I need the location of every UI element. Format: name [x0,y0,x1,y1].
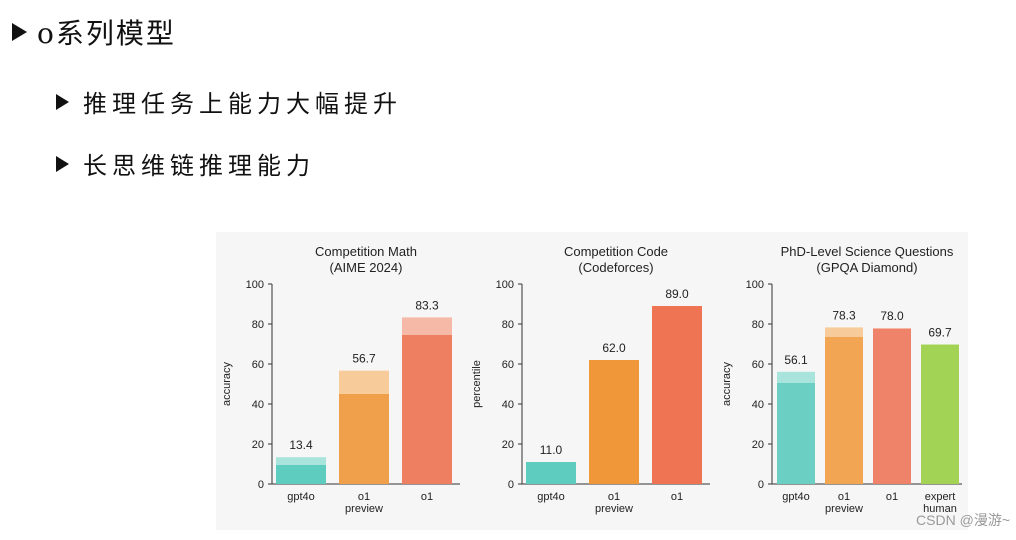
x-tick-label: o1 [358,491,370,503]
y-axis-label: accuracy [721,361,733,406]
arrow-bullet-icon [12,23,27,41]
x-tick-label: preview [595,503,633,515]
bullet-text: 长思维链推理能力 [83,152,315,180]
x-tick-label: o1 [671,491,683,503]
x-tick-label: o1 [608,491,620,503]
bar-value-label: 83.3 [415,298,439,312]
y-tick-label: 60 [502,359,514,371]
bar-value-label: 62.0 [602,341,626,355]
y-tick-label: 40 [252,399,264,411]
y-tick-label: 100 [246,279,264,291]
y-tick-label: 100 [496,279,514,291]
x-tick-label: human [923,503,957,515]
bar [652,306,702,484]
bar-value-label: 78.3 [832,308,856,322]
bar [402,335,452,484]
x-tick-label: gpt4o [537,491,565,503]
y-tick-label: 80 [252,319,264,331]
y-tick-label: 20 [752,439,764,451]
bar-value-label: 11.0 [540,443,563,457]
y-tick-label: 40 [752,399,764,411]
arrow-bullet-icon [56,155,69,172]
bar-value-label: 13.4 [289,438,313,452]
bar [873,329,911,484]
chart-title: PhD-Level Science Questions [781,244,954,259]
bar-value-label: 78.0 [880,309,904,323]
y-tick-label: 20 [502,439,514,451]
y-tick-label: 100 [746,279,764,291]
watermark: CSDN @漫游~ [916,512,1010,528]
bar [825,337,863,484]
chart-title: Competition Code [564,244,668,259]
bar [339,394,389,484]
bullet-item: 推理任务上能力大幅提升 [56,84,402,119]
y-axis-label: accuracy [221,361,233,406]
arrow-bullet-icon [56,93,69,110]
bar [777,383,815,484]
charts-panel: Competition Math (AIME 2024) 0 20 40 60 80 100 a… [216,232,968,530]
bar-value-label: 56.1 [784,353,808,367]
bar [276,465,326,484]
bar [921,344,959,484]
bar [589,360,639,484]
slide-title-text: o系列模型 [37,17,176,50]
bullet-text: 推理任务上能力大幅提升 [83,90,402,118]
x-tick-label: preview [825,503,863,515]
y-tick-label: 0 [758,479,764,491]
y-tick-label: 80 [502,319,514,331]
bar-value-label: 69.7 [928,326,952,340]
y-axis-label: percentile [471,360,483,408]
chart-subtitle: (Codeforces) [578,260,653,275]
bullet-item: 长思维链推理能力 [56,146,315,181]
y-tick-label: 40 [502,399,514,411]
x-tick-label: expert [925,491,956,503]
y-tick-label: 60 [252,359,264,371]
x-tick-label: o1 [421,491,433,503]
y-tick-label: 0 [508,479,514,491]
slide-title: o系列模型 [12,12,176,52]
y-tick-label: 20 [252,439,264,451]
chart-subtitle: (AIME 2024) [330,260,403,275]
charts-svg: Competition Math(AIME 2024) 0 20 40 60 80 100 a… [221,244,962,515]
x-tick-label: o1 [838,491,850,503]
y-tick-label: 0 [258,479,264,491]
chart-subtitle: (GPQA Diamond) [816,260,917,275]
y-tick-label: 60 [752,359,764,371]
x-tick-label: gpt4o [287,491,315,503]
chart-title: Competition Math [315,244,417,259]
x-tick-label: o1 [886,491,898,503]
y-tick-label: 80 [752,319,764,331]
x-tick-label: preview [345,503,383,515]
bar-value-label: 56.7 [352,352,376,366]
x-tick-label: gpt4o [782,491,810,503]
bar-value-label: 89.0 [665,287,689,301]
bar [526,462,576,484]
